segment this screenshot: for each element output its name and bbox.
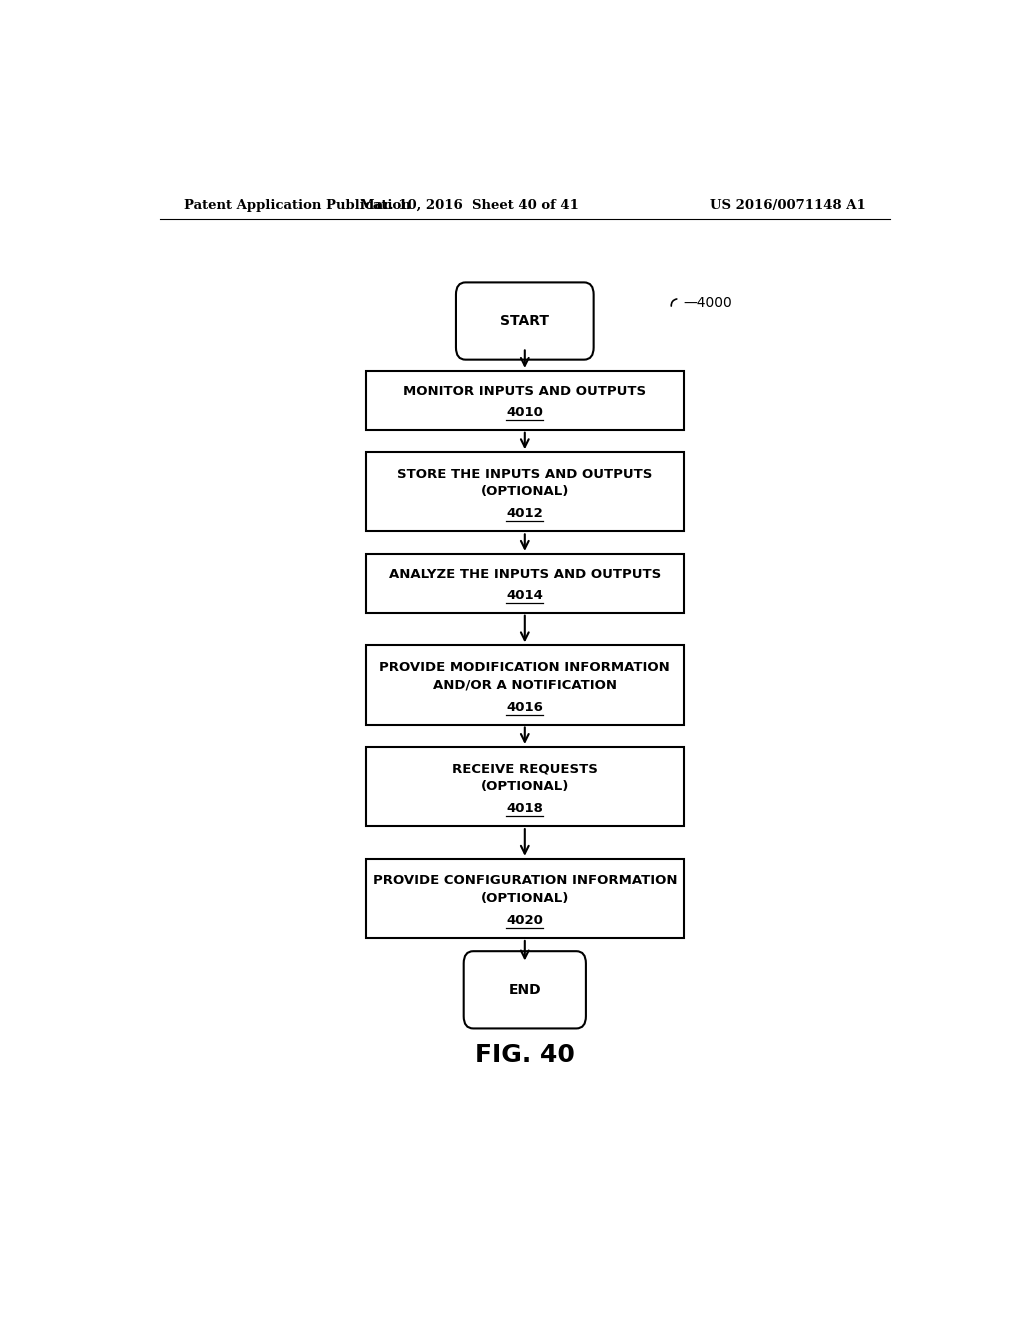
Text: (OPTIONAL): (OPTIONAL) <box>480 780 569 793</box>
Text: US 2016/0071148 A1: US 2016/0071148 A1 <box>711 198 866 211</box>
Text: 4018: 4018 <box>506 803 544 816</box>
Text: ANALYZE THE INPUTS AND OUTPUTS: ANALYZE THE INPUTS AND OUTPUTS <box>389 568 660 581</box>
Text: 4020: 4020 <box>506 913 544 927</box>
Text: PROVIDE MODIFICATION INFORMATION: PROVIDE MODIFICATION INFORMATION <box>380 661 670 675</box>
FancyBboxPatch shape <box>464 952 586 1028</box>
Text: 4010: 4010 <box>506 405 544 418</box>
Bar <box>367 453 684 532</box>
Text: START: START <box>501 314 549 329</box>
Text: STORE THE INPUTS AND OUTPUTS: STORE THE INPUTS AND OUTPUTS <box>397 467 652 480</box>
Text: RECEIVE REQUESTS: RECEIVE REQUESTS <box>452 763 598 776</box>
Text: —4000: —4000 <box>684 296 732 310</box>
Text: FIG. 40: FIG. 40 <box>475 1043 574 1067</box>
Bar <box>367 859 684 939</box>
Bar <box>367 554 684 612</box>
Text: END: END <box>509 983 541 997</box>
Text: 4016: 4016 <box>506 701 544 714</box>
Text: 4012: 4012 <box>507 507 543 520</box>
Text: Patent Application Publication: Patent Application Publication <box>183 198 411 211</box>
Text: MONITOR INPUTS AND OUTPUTS: MONITOR INPUTS AND OUTPUTS <box>403 385 646 397</box>
Text: PROVIDE CONFIGURATION INFORMATION: PROVIDE CONFIGURATION INFORMATION <box>373 874 677 887</box>
Text: 4014: 4014 <box>506 589 544 602</box>
Text: AND/OR A NOTIFICATION: AND/OR A NOTIFICATION <box>433 678 616 692</box>
Bar <box>367 645 684 725</box>
Text: (OPTIONAL): (OPTIONAL) <box>480 486 569 498</box>
FancyBboxPatch shape <box>456 282 594 359</box>
Bar <box>367 371 684 430</box>
Bar <box>367 747 684 826</box>
Text: (OPTIONAL): (OPTIONAL) <box>480 892 569 904</box>
Text: Mar. 10, 2016  Sheet 40 of 41: Mar. 10, 2016 Sheet 40 of 41 <box>359 198 579 211</box>
